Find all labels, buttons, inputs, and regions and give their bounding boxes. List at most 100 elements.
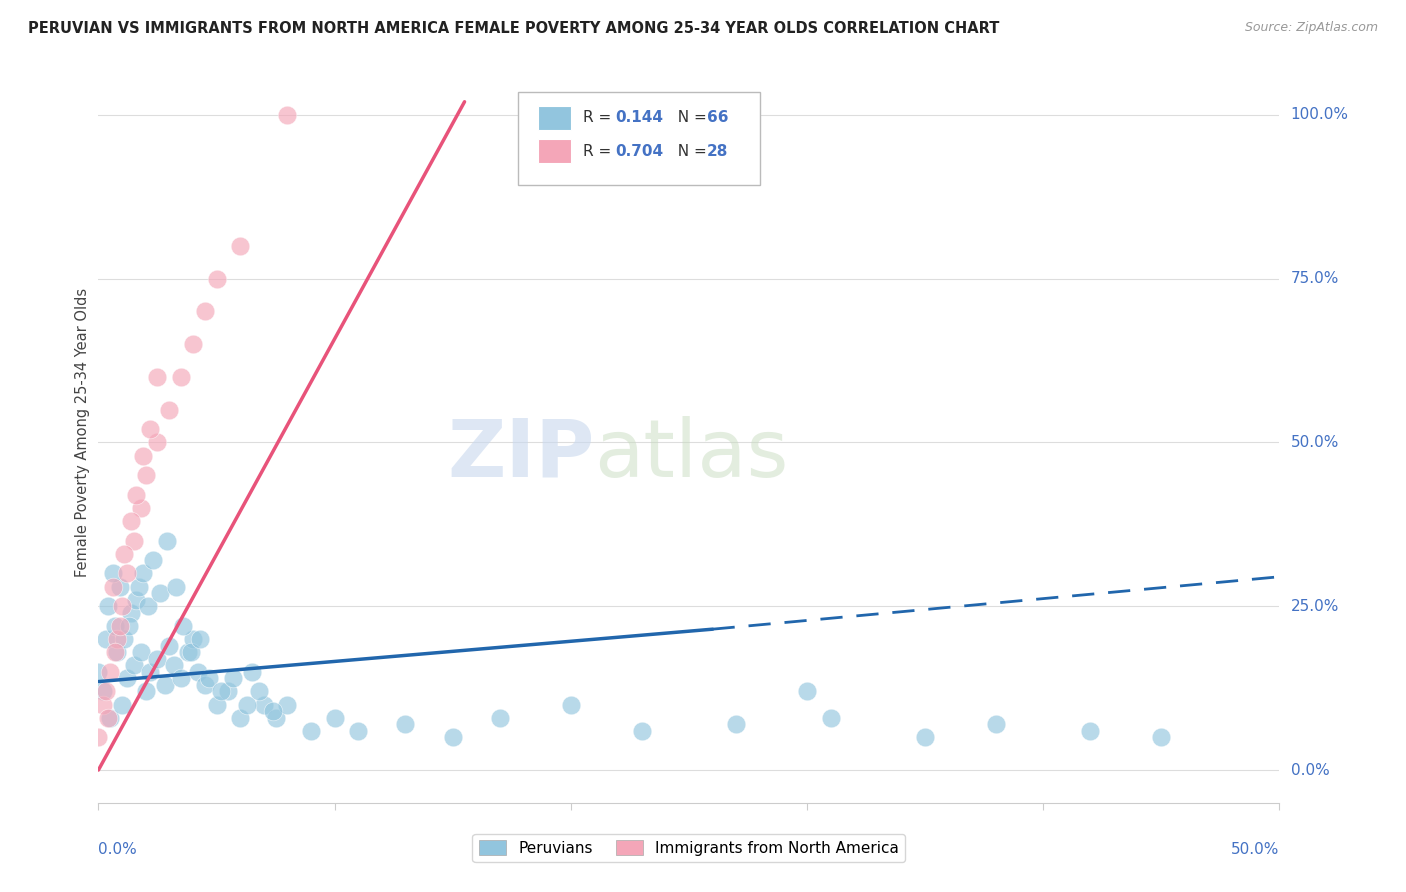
Point <box>194 678 217 692</box>
Point <box>181 632 204 646</box>
Point <box>146 435 169 450</box>
Point <box>122 533 145 548</box>
Point <box>146 370 169 384</box>
Point <box>156 533 179 548</box>
Point <box>91 684 114 698</box>
Text: N =: N = <box>668 111 711 126</box>
Point <box>177 645 200 659</box>
Point <box>181 337 204 351</box>
Point <box>136 599 159 614</box>
Point <box>108 619 131 633</box>
Point <box>229 711 252 725</box>
Text: 50.0%: 50.0% <box>1291 435 1339 450</box>
Point <box>188 632 211 646</box>
Point <box>112 547 135 561</box>
Text: 75.0%: 75.0% <box>1291 271 1339 286</box>
Text: PERUVIAN VS IMMIGRANTS FROM NORTH AMERICA FEMALE POVERTY AMONG 25-34 YEAR OLDS C: PERUVIAN VS IMMIGRANTS FROM NORTH AMERIC… <box>28 21 1000 36</box>
Point <box>104 619 127 633</box>
Point <box>108 580 131 594</box>
Point <box>198 671 221 685</box>
Text: 0.144: 0.144 <box>616 111 664 126</box>
Point <box>394 717 416 731</box>
Point <box>170 370 193 384</box>
Point <box>146 651 169 665</box>
Point <box>157 402 180 417</box>
Point <box>560 698 582 712</box>
Point <box>236 698 259 712</box>
Point <box>253 698 276 712</box>
Point <box>118 619 141 633</box>
Point <box>101 580 124 594</box>
Point <box>129 500 152 515</box>
Text: R =: R = <box>582 144 616 159</box>
Point <box>170 671 193 685</box>
Point <box>105 632 128 646</box>
Point <box>91 698 114 712</box>
Point <box>725 717 748 731</box>
Point <box>222 671 245 685</box>
Point <box>129 645 152 659</box>
Point <box>149 586 172 600</box>
FancyBboxPatch shape <box>537 139 571 163</box>
Point <box>299 723 322 738</box>
Text: atlas: atlas <box>595 416 789 494</box>
Point <box>240 665 263 679</box>
Point <box>121 514 143 528</box>
Point <box>194 304 217 318</box>
Text: 0.0%: 0.0% <box>98 842 138 856</box>
Point <box>1150 731 1173 745</box>
Point <box>132 566 155 581</box>
Point <box>914 731 936 745</box>
Point <box>262 704 284 718</box>
Text: Source: ZipAtlas.com: Source: ZipAtlas.com <box>1244 21 1378 34</box>
Point <box>139 422 162 436</box>
Point <box>111 599 134 614</box>
Point <box>125 592 148 607</box>
Point <box>132 449 155 463</box>
Point <box>153 678 176 692</box>
Point <box>630 723 652 738</box>
Point <box>87 731 110 745</box>
Point <box>97 711 120 725</box>
Point <box>187 665 209 679</box>
Text: 100.0%: 100.0% <box>1291 107 1348 122</box>
Point <box>104 645 127 659</box>
Point <box>115 671 138 685</box>
Text: 28: 28 <box>707 144 728 159</box>
Point <box>105 645 128 659</box>
Point <box>139 665 162 679</box>
Point <box>135 468 157 483</box>
Point <box>820 711 842 725</box>
Point <box>796 684 818 698</box>
Point <box>94 632 117 646</box>
Point <box>264 711 287 725</box>
Point <box>347 723 370 738</box>
Point <box>1080 723 1102 738</box>
Point <box>984 717 1007 731</box>
FancyBboxPatch shape <box>517 92 759 185</box>
Point <box>163 658 186 673</box>
Text: N =: N = <box>668 144 711 159</box>
Point <box>229 239 252 253</box>
Point <box>135 684 157 698</box>
Point <box>157 639 180 653</box>
Text: ZIP: ZIP <box>447 416 595 494</box>
Point <box>98 711 121 725</box>
Point <box>323 711 346 725</box>
Text: R =: R = <box>582 111 616 126</box>
Point <box>489 711 512 725</box>
Y-axis label: Female Poverty Among 25-34 Year Olds: Female Poverty Among 25-34 Year Olds <box>75 288 90 577</box>
Point <box>205 271 228 285</box>
Text: 25.0%: 25.0% <box>1291 599 1339 614</box>
Text: 0.704: 0.704 <box>616 144 664 159</box>
Point <box>276 698 298 712</box>
Point <box>180 645 202 659</box>
Point <box>97 599 120 614</box>
Point <box>94 684 117 698</box>
Point <box>111 698 134 712</box>
Point <box>125 488 148 502</box>
Point <box>205 698 228 712</box>
Point <box>115 566 138 581</box>
Point <box>128 580 150 594</box>
Point <box>165 580 187 594</box>
